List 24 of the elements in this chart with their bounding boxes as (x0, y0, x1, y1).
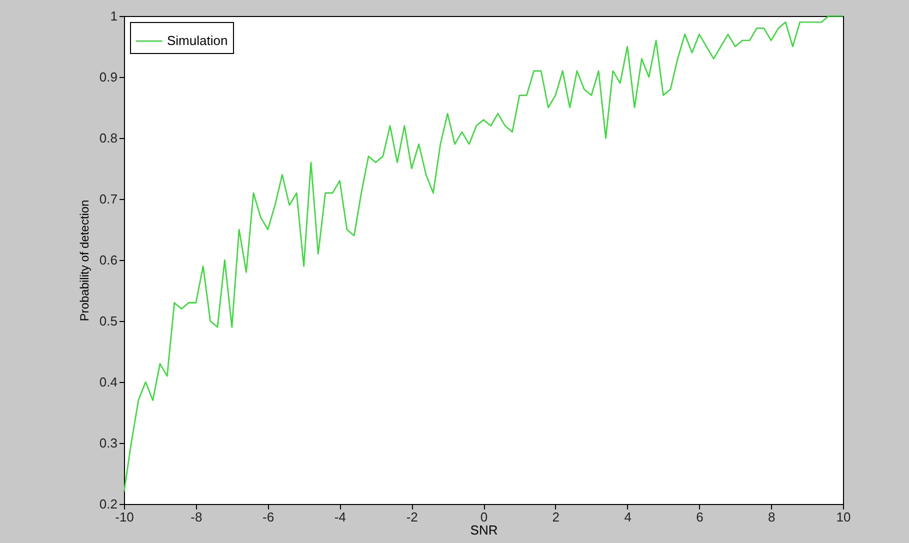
y-tick-label: 0.5 (99, 314, 118, 328)
x-tick-label: -8 (190, 510, 202, 524)
y-tick-label: 1 (110, 8, 118, 24)
x-tick-label: -10 (115, 510, 134, 524)
legend-label: Simulation (167, 33, 228, 48)
x-tick-label: 2 (552, 510, 560, 524)
x-tick-label: -6 (262, 510, 274, 524)
y-tick-label: 0.6 (99, 252, 118, 268)
y-tick-label: 0.2 (99, 496, 118, 512)
x-tick-label: -2 (406, 510, 418, 524)
line-series (123, 15, 844, 492)
x-tick-label: 4 (624, 510, 632, 524)
y-tick-label: 0.7 (99, 192, 118, 206)
y-tick-label: 0.3 (99, 436, 118, 450)
x-tick-label: 10 (836, 510, 851, 524)
y-tick-label: 0.9 (99, 70, 118, 84)
y-axis-title: Probability of detection (77, 200, 92, 322)
x-tick-label: 6 (696, 510, 704, 524)
x-axis-title: SNR (470, 522, 498, 538)
y-tick-label: 0.8 (99, 130, 118, 146)
y-tick-label: 0.4 (99, 374, 118, 390)
x-tick-label: 0 (480, 510, 488, 524)
x-tick-label: 8 (768, 510, 776, 524)
x-tick-label: -4 (334, 510, 346, 524)
